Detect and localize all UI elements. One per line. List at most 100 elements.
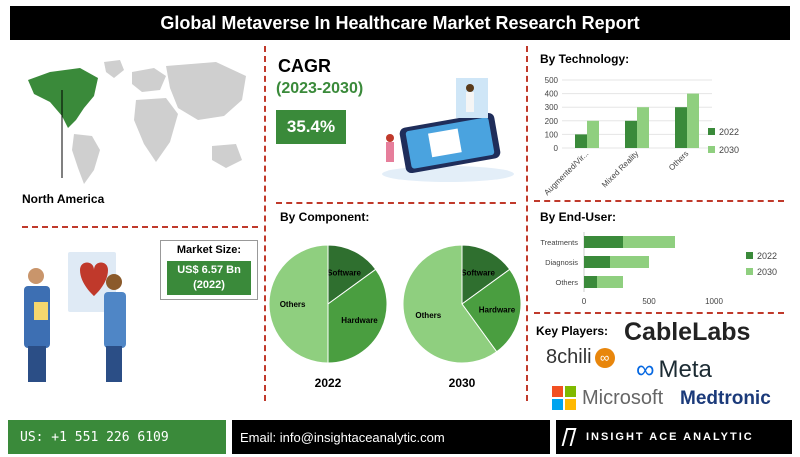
component-pies: Software Hardware Others 2022 Software Hardwa… — [268, 244, 522, 390]
enduser-bar-2022-1 — [584, 256, 610, 268]
map-greenland — [104, 60, 124, 78]
tech-legend-swatch-2030 — [708, 146, 715, 153]
logo-microsoft: Microsoft — [552, 386, 663, 410]
nurse-head — [106, 274, 122, 290]
enduser-bar-2030-0 — [623, 236, 675, 248]
end-user-heading: By End-User: — [540, 210, 617, 224]
nurse-legs — [106, 346, 122, 382]
technology-chart: 0 100 200 300 400 500 Augmented/Vir... Mixed Re… — [542, 76, 739, 197]
pie-2030-year-label: 2030 — [449, 376, 476, 390]
windows-squares-icon — [552, 386, 576, 410]
pie-2022-slice-software — [327, 244, 377, 305]
technology-heading: By Technology: — [540, 52, 630, 66]
tech-bar-2030-1 — [637, 107, 649, 148]
pie-2030-label-software: Software — [461, 268, 495, 277]
map-europe — [132, 68, 166, 92]
tech-ytick-label: 0 — [554, 144, 559, 153]
figure-body — [466, 92, 474, 112]
pie-2030-label-others: Others — [415, 311, 441, 320]
footer-brand-text: INSIGHT ACE ANALYTIC — [586, 431, 754, 443]
infinity-icon: ∞ — [594, 347, 615, 368]
brand-logo-icon — [561, 428, 577, 446]
doctor-legs — [28, 346, 46, 382]
cagr-value: 35.4% — [286, 117, 336, 136]
figure-left-head — [386, 134, 394, 142]
phone-shadow — [382, 166, 514, 182]
enduser-bar-2022-0 — [584, 236, 623, 248]
logo-cablelabs-text: CableLabs — [624, 318, 751, 346]
phone-illustration — [382, 78, 514, 182]
enduser-category-label: Diagnosis — [545, 258, 578, 267]
cagr-period: (2023-2030) — [276, 80, 364, 97]
logo-meta-text: Meta — [658, 355, 712, 383]
map-north-america — [28, 68, 98, 128]
footer-phone: US: +1 551 226 6109 — [8, 420, 226, 454]
map-africa — [134, 98, 178, 162]
logo-medtronic: Medtronic — [680, 388, 771, 410]
enduser-legend-label-2030: 2030 — [757, 267, 777, 277]
map-south-america — [72, 134, 100, 184]
tech-legend-swatch-2022 — [708, 128, 715, 135]
clipboard — [34, 302, 48, 320]
logo-meta: ∞ Meta — [636, 354, 712, 385]
pie-2022-year-label: 2022 — [315, 376, 342, 390]
phone-doc — [428, 128, 462, 158]
cagr-label: CAGR — [278, 56, 331, 76]
heart-hologram — [80, 262, 108, 296]
figure-left-body — [386, 142, 394, 162]
tech-ytick-label: 300 — [545, 103, 559, 112]
enduser-legend-swatch-2022 — [746, 252, 753, 259]
pie-2022-label-hardware: Hardware — [341, 316, 378, 325]
pie-2030-slice-hardware — [461, 268, 522, 353]
divider-right — [526, 46, 528, 401]
component-heading: By Component: — [280, 210, 370, 224]
enduser-bar-2030-2 — [597, 276, 623, 288]
market-size-box: Market Size: US$ 6.57 Bn (2022) — [160, 240, 258, 300]
enduser-category-label: Treatments — [540, 238, 578, 247]
market-size-value-box: US$ 6.57 Bn (2022) — [167, 261, 251, 295]
divider-left-h — [22, 226, 258, 228]
key-players-heading: Key Players: — [536, 324, 609, 338]
logo-microsoft-text: Microsoft — [582, 386, 664, 409]
pie-2022-label-software: Software — [327, 268, 361, 277]
tech-category-label: Others — [667, 149, 690, 172]
footer-email[interactable]: Email: info@insightaceanalytic.com — [232, 420, 550, 454]
tech-ytick-label: 400 — [545, 90, 559, 99]
nurse-coat — [104, 292, 126, 348]
market-size-heading: Market Size: — [176, 244, 242, 256]
tech-ytick-label: 100 — [545, 130, 559, 139]
meta-infinity-icon: ∞ — [636, 354, 655, 384]
divider-right-h2 — [534, 312, 784, 314]
title-text: Global Metaverse In Healthcare Market Re… — [160, 12, 640, 33]
tech-bar-2022-2 — [675, 107, 687, 148]
tech-ytick-label: 200 — [545, 117, 559, 126]
pie-2022-slice-others — [268, 244, 329, 364]
enduser-xtick-label: 0 — [582, 297, 587, 306]
pie-2030-slice-software — [461, 244, 511, 305]
end-user-chart: 0 500 1000 Treatments Diagnosis Others 2022 203… — [540, 232, 777, 306]
footer-phone-text: US: +1 551 226 6109 — [20, 429, 169, 445]
tech-category-label: Augmented/Vir... — [542, 149, 590, 197]
enduser-bar-2022-2 — [584, 276, 597, 288]
tech-category-label: Mixed Reality — [600, 149, 640, 189]
enduser-xtick-label: 500 — [642, 297, 656, 306]
pie-2022-slice-hardware — [327, 268, 388, 364]
tech-bar-2022-0 — [575, 134, 587, 148]
tech-legend-label-2030: 2030 — [719, 145, 739, 155]
doctor-head — [28, 268, 44, 284]
footer-brand: INSIGHT ACE ANALYTIC — [556, 420, 792, 454]
tech-bar-2030-0 — [587, 120, 599, 148]
divider-mid-h — [276, 202, 516, 204]
tech-bar-2030-2 — [687, 93, 699, 148]
pie-2030-slice-others — [402, 244, 498, 364]
pie-2022-label-others: Others — [280, 300, 306, 309]
world-map — [28, 60, 246, 184]
enduser-xtick-label: 1000 — [705, 297, 723, 306]
map-australia — [212, 144, 242, 168]
enduser-legend-label-2022: 2022 — [757, 251, 777, 261]
market-size-value: US$ 6.57 Bn — [177, 264, 241, 276]
map-asia — [166, 62, 246, 120]
tech-legend-label-2022: 2022 — [719, 127, 739, 137]
doctors-illustration — [24, 252, 126, 382]
enduser-category-label: Others — [555, 278, 578, 287]
